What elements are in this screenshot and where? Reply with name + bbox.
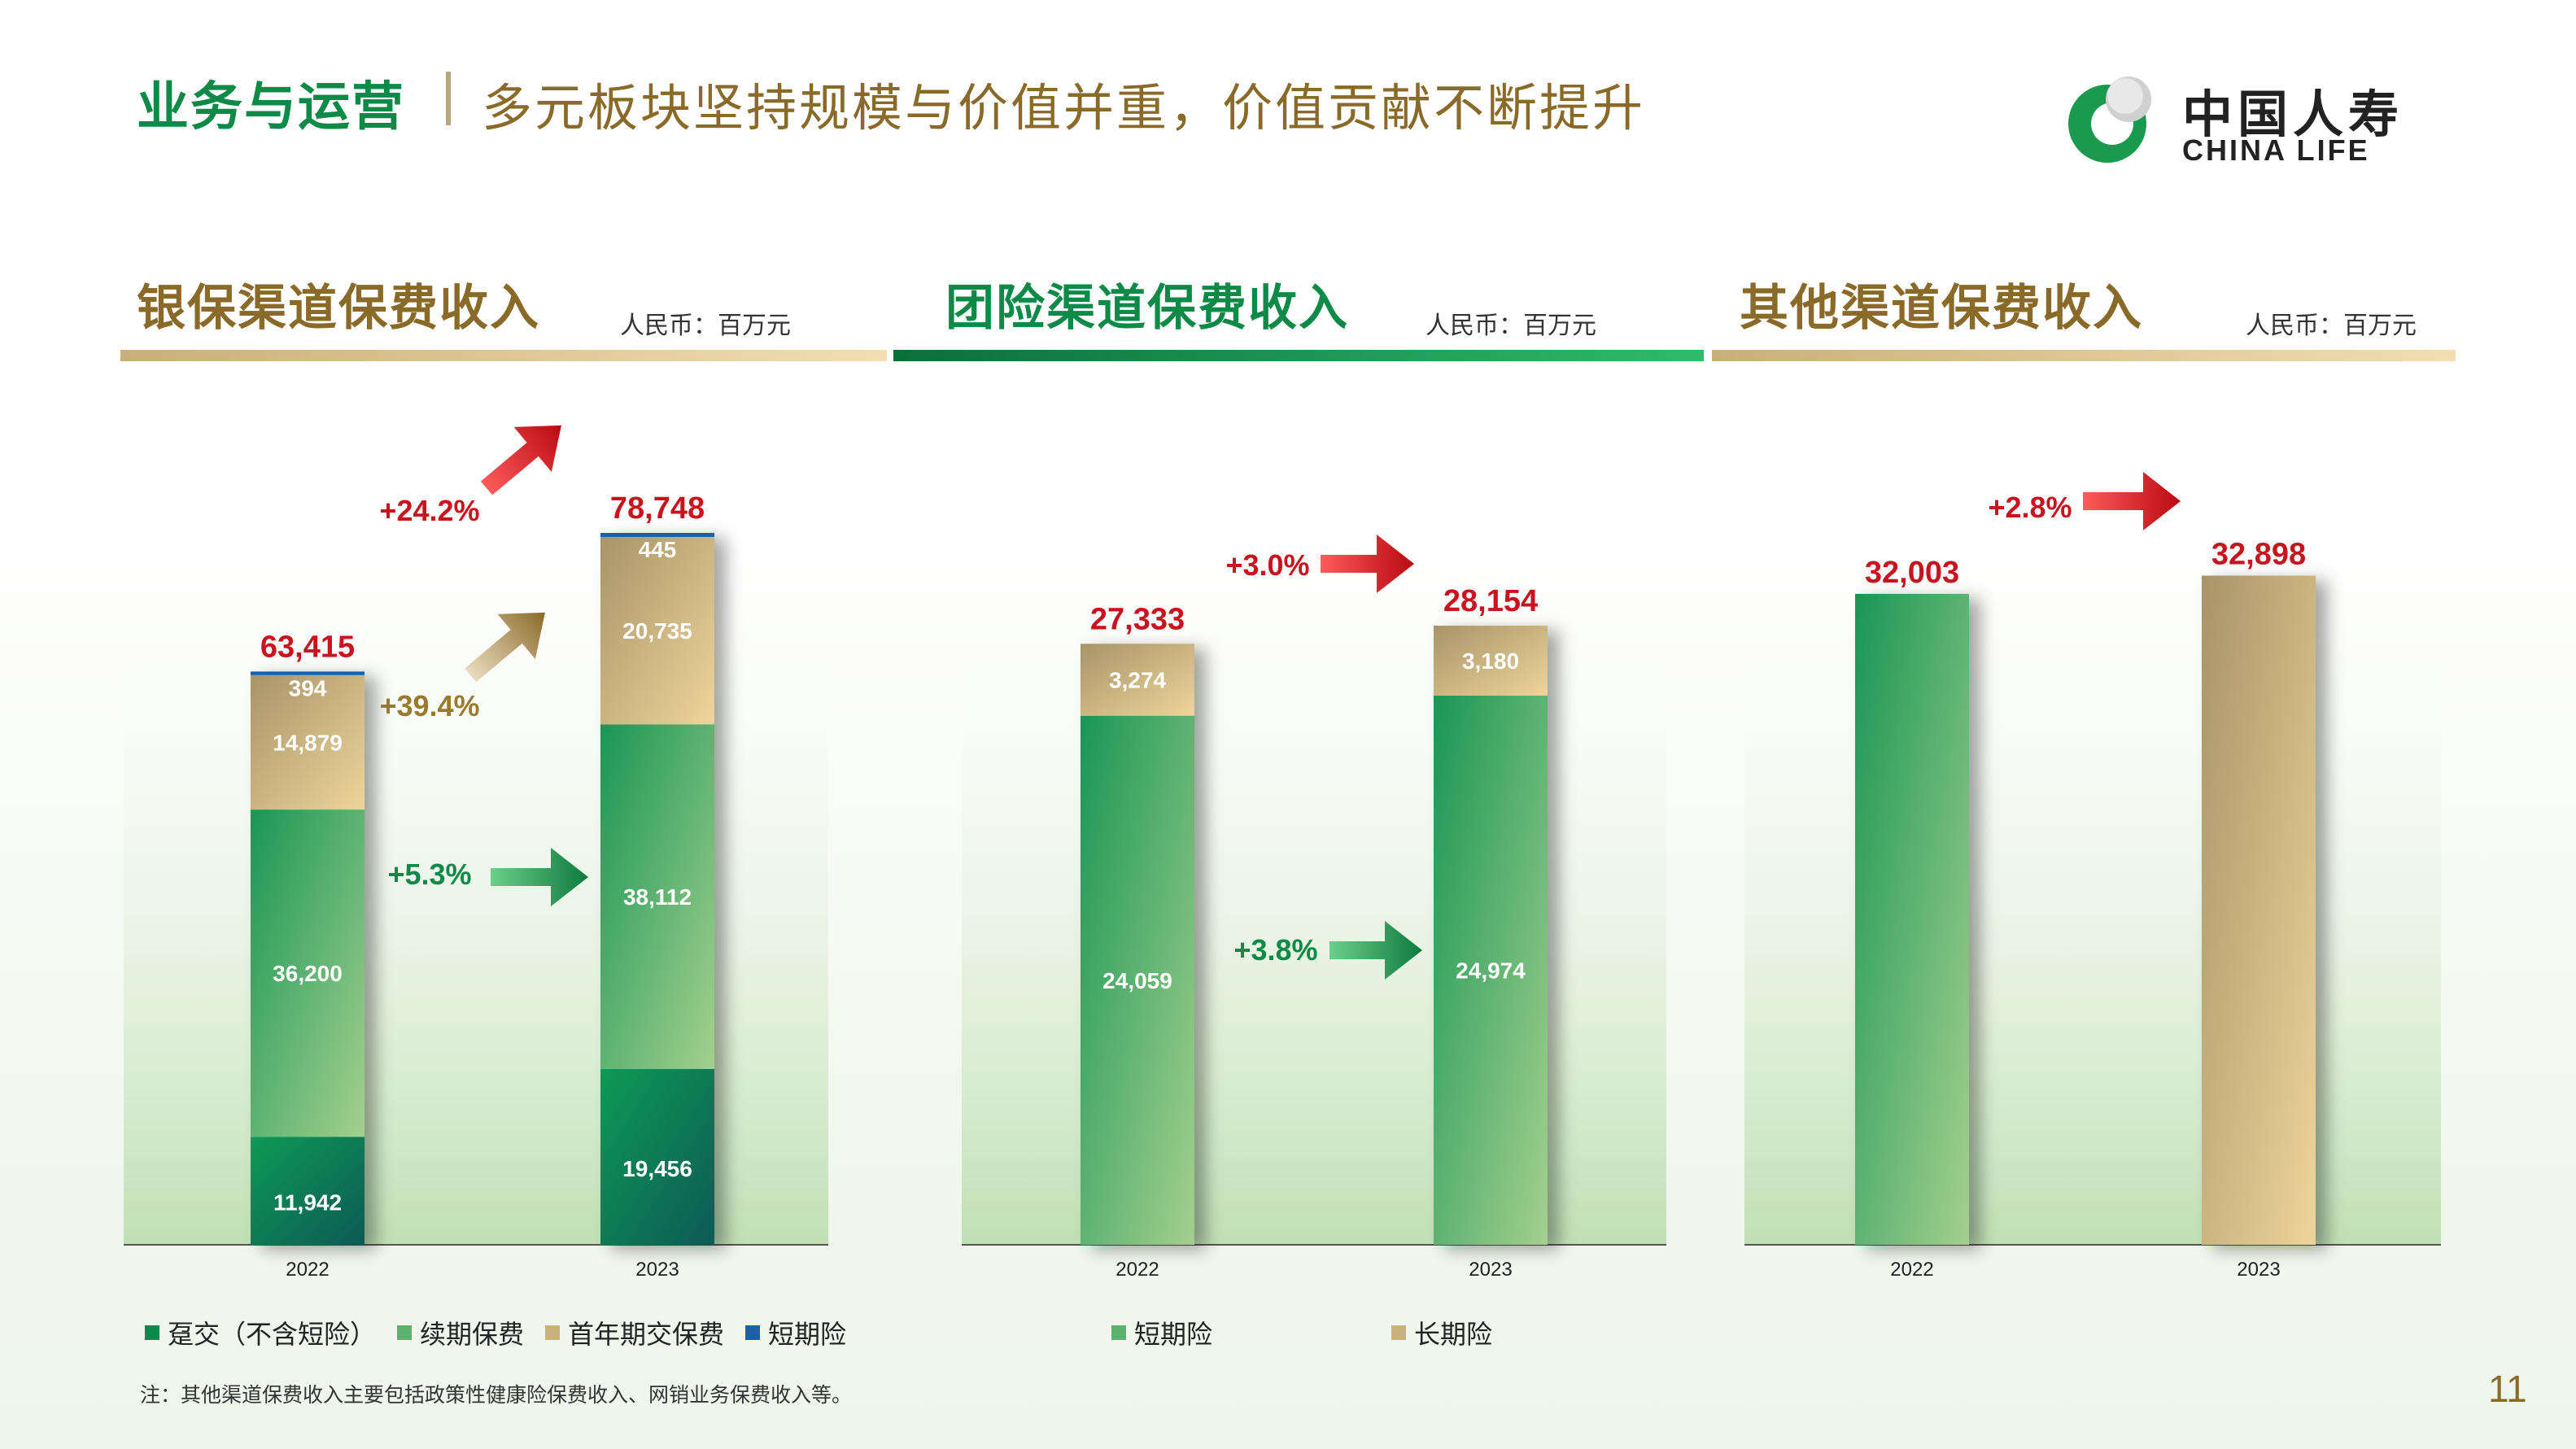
legend-swatch-renewal bbox=[397, 1325, 413, 1340]
other-channel-chart: 2022 2023 32,003 32,898 +2.8% bbox=[1744, 472, 2441, 1281]
growth-annotation: +3.0% bbox=[1225, 548, 1309, 582]
bank-channel-chart: 2022 2023 11,942 36,200 14,879 394 63,415 19,45… bbox=[124, 425, 828, 1281]
data-label: 3,274 bbox=[1109, 668, 1166, 693]
data-label: 14,879 bbox=[273, 730, 343, 755]
data-label: 20,735 bbox=[622, 618, 692, 644]
x-tick-label: 2023 bbox=[635, 1259, 679, 1281]
data-label: 24,974 bbox=[1456, 958, 1526, 984]
bar-segment bbox=[600, 536, 714, 725]
total-label: 78,748 bbox=[610, 491, 705, 526]
bar-segment bbox=[600, 724, 714, 1069]
other-panel-title: 其他渠道保费收入 bbox=[1740, 281, 2143, 335]
value-label: 32,003 bbox=[1865, 556, 1959, 590]
title-divider bbox=[446, 72, 451, 125]
bank-panel-title: 银保渠道保费收入 bbox=[137, 281, 540, 335]
data-label: 24,059 bbox=[1102, 968, 1172, 993]
page-subtitle: 多元板块坚持规模与价值并重，价值贡献不断提升 bbox=[482, 78, 1646, 137]
group-panel-title: 团险渠道保费收入 bbox=[945, 281, 1349, 335]
growth-arrow bbox=[464, 612, 545, 683]
bar-segment bbox=[251, 674, 365, 810]
stacked-bar bbox=[251, 671, 365, 1245]
other-panel-unit: 人民币：百万元 bbox=[2246, 312, 2417, 339]
page-title: 业务与运营 bbox=[137, 77, 405, 136]
x-tick-label: 2022 bbox=[1116, 1259, 1159, 1281]
data-label: 38,112 bbox=[623, 884, 692, 910]
legend-label-group-short: 短期险 bbox=[1134, 1320, 1213, 1349]
growth-annotation: +3.8% bbox=[1233, 933, 1317, 967]
group-panel-unit: 人民币：百万元 bbox=[1426, 312, 1596, 339]
total-label: 28,154 bbox=[1443, 584, 1538, 618]
growth-annotation: +5.3% bbox=[387, 858, 471, 891]
group-panel-rule bbox=[893, 350, 1704, 361]
bar-segment bbox=[600, 533, 714, 537]
footnote: 注：其他渠道保费收入主要包括政策性健康险保费收入、网销业务保费收入等。 bbox=[140, 1384, 853, 1407]
bar bbox=[2202, 575, 2316, 1245]
bar-segment bbox=[600, 1068, 714, 1245]
data-label: 19,456 bbox=[622, 1156, 692, 1181]
bar-segment bbox=[1081, 644, 1194, 716]
group-legend: 短期险 长期险 bbox=[1111, 1314, 1492, 1351]
x-tick-label: 2022 bbox=[286, 1259, 329, 1281]
legend-label-renewal: 续期保费 bbox=[420, 1320, 525, 1349]
chart-background bbox=[1744, 594, 2441, 1245]
page-number: 11 bbox=[2488, 1368, 2527, 1410]
bank-legend: 趸交（不含短险） 续期保费 首年期交保费 短期险 bbox=[145, 1314, 846, 1351]
logo-text-cn: 中国人寿 bbox=[2182, 87, 2404, 143]
growth-annotation: +24.2% bbox=[379, 494, 479, 527]
logo-text-en: CHINA LIFE bbox=[2182, 133, 2370, 167]
china-life-emblem-icon bbox=[2068, 76, 2151, 163]
legend-label-group-long: 长期险 bbox=[1414, 1320, 1493, 1349]
bar-segment bbox=[1434, 626, 1548, 696]
total-label: 27,333 bbox=[1090, 602, 1185, 636]
bank-panel-unit: 人民币：百万元 bbox=[620, 312, 791, 339]
x-tick-label: 2022 bbox=[1890, 1259, 1933, 1281]
bar-segment bbox=[1434, 696, 1548, 1245]
growth-arrow bbox=[491, 848, 588, 906]
data-label: 11,942 bbox=[273, 1190, 342, 1216]
stacked-bar bbox=[600, 533, 714, 1245]
china-life-logo: 中国人寿 CHINA LIFE bbox=[2060, 73, 2426, 171]
data-label: 3,180 bbox=[1462, 648, 1519, 674]
legend-label-single: 趸交（不含短险） bbox=[168, 1320, 377, 1349]
total-label: 63,415 bbox=[260, 630, 355, 664]
value-label: 32,898 bbox=[2211, 538, 2306, 572]
legend-label-first-year: 首年期交保费 bbox=[568, 1320, 725, 1349]
bar bbox=[1855, 593, 1969, 1245]
growth-annotation: +2.8% bbox=[1988, 491, 2072, 524]
growth-arrow bbox=[480, 425, 561, 495]
legend-swatch-single bbox=[145, 1325, 159, 1340]
data-label: 36,200 bbox=[273, 961, 343, 986]
bank-panel-rule bbox=[120, 350, 887, 361]
x-tick-label: 2023 bbox=[1469, 1259, 1512, 1281]
bar-segment bbox=[1081, 715, 1194, 1245]
group-channel-chart: 2022 2023 24,059 3,274 27,333 24,974 3,180 28,1… bbox=[962, 535, 1666, 1281]
data-label: 445 bbox=[639, 537, 677, 562]
legend-label-short-term: 短期险 bbox=[768, 1320, 847, 1349]
data-label: 394 bbox=[289, 675, 327, 700]
chart-background bbox=[962, 594, 1666, 1245]
bar-segment bbox=[251, 1137, 365, 1245]
legend-swatch-group-long bbox=[1391, 1325, 1407, 1340]
legend-swatch-short-term bbox=[745, 1325, 761, 1340]
bar-segment bbox=[251, 671, 365, 675]
x-tick-label: 2023 bbox=[2237, 1259, 2280, 1281]
growth-arrow bbox=[2083, 472, 2181, 530]
stacked-bar bbox=[1081, 644, 1194, 1245]
growth-annotation: +39.4% bbox=[379, 689, 479, 722]
growth-arrow bbox=[1321, 535, 1414, 593]
stacked-bar bbox=[1434, 626, 1548, 1245]
legend-swatch-first-year bbox=[545, 1325, 561, 1340]
other-panel-rule bbox=[1712, 350, 2456, 361]
growth-arrow bbox=[1329, 921, 1422, 980]
bar-segment bbox=[251, 810, 365, 1137]
legend-swatch-group-short bbox=[1111, 1325, 1126, 1340]
